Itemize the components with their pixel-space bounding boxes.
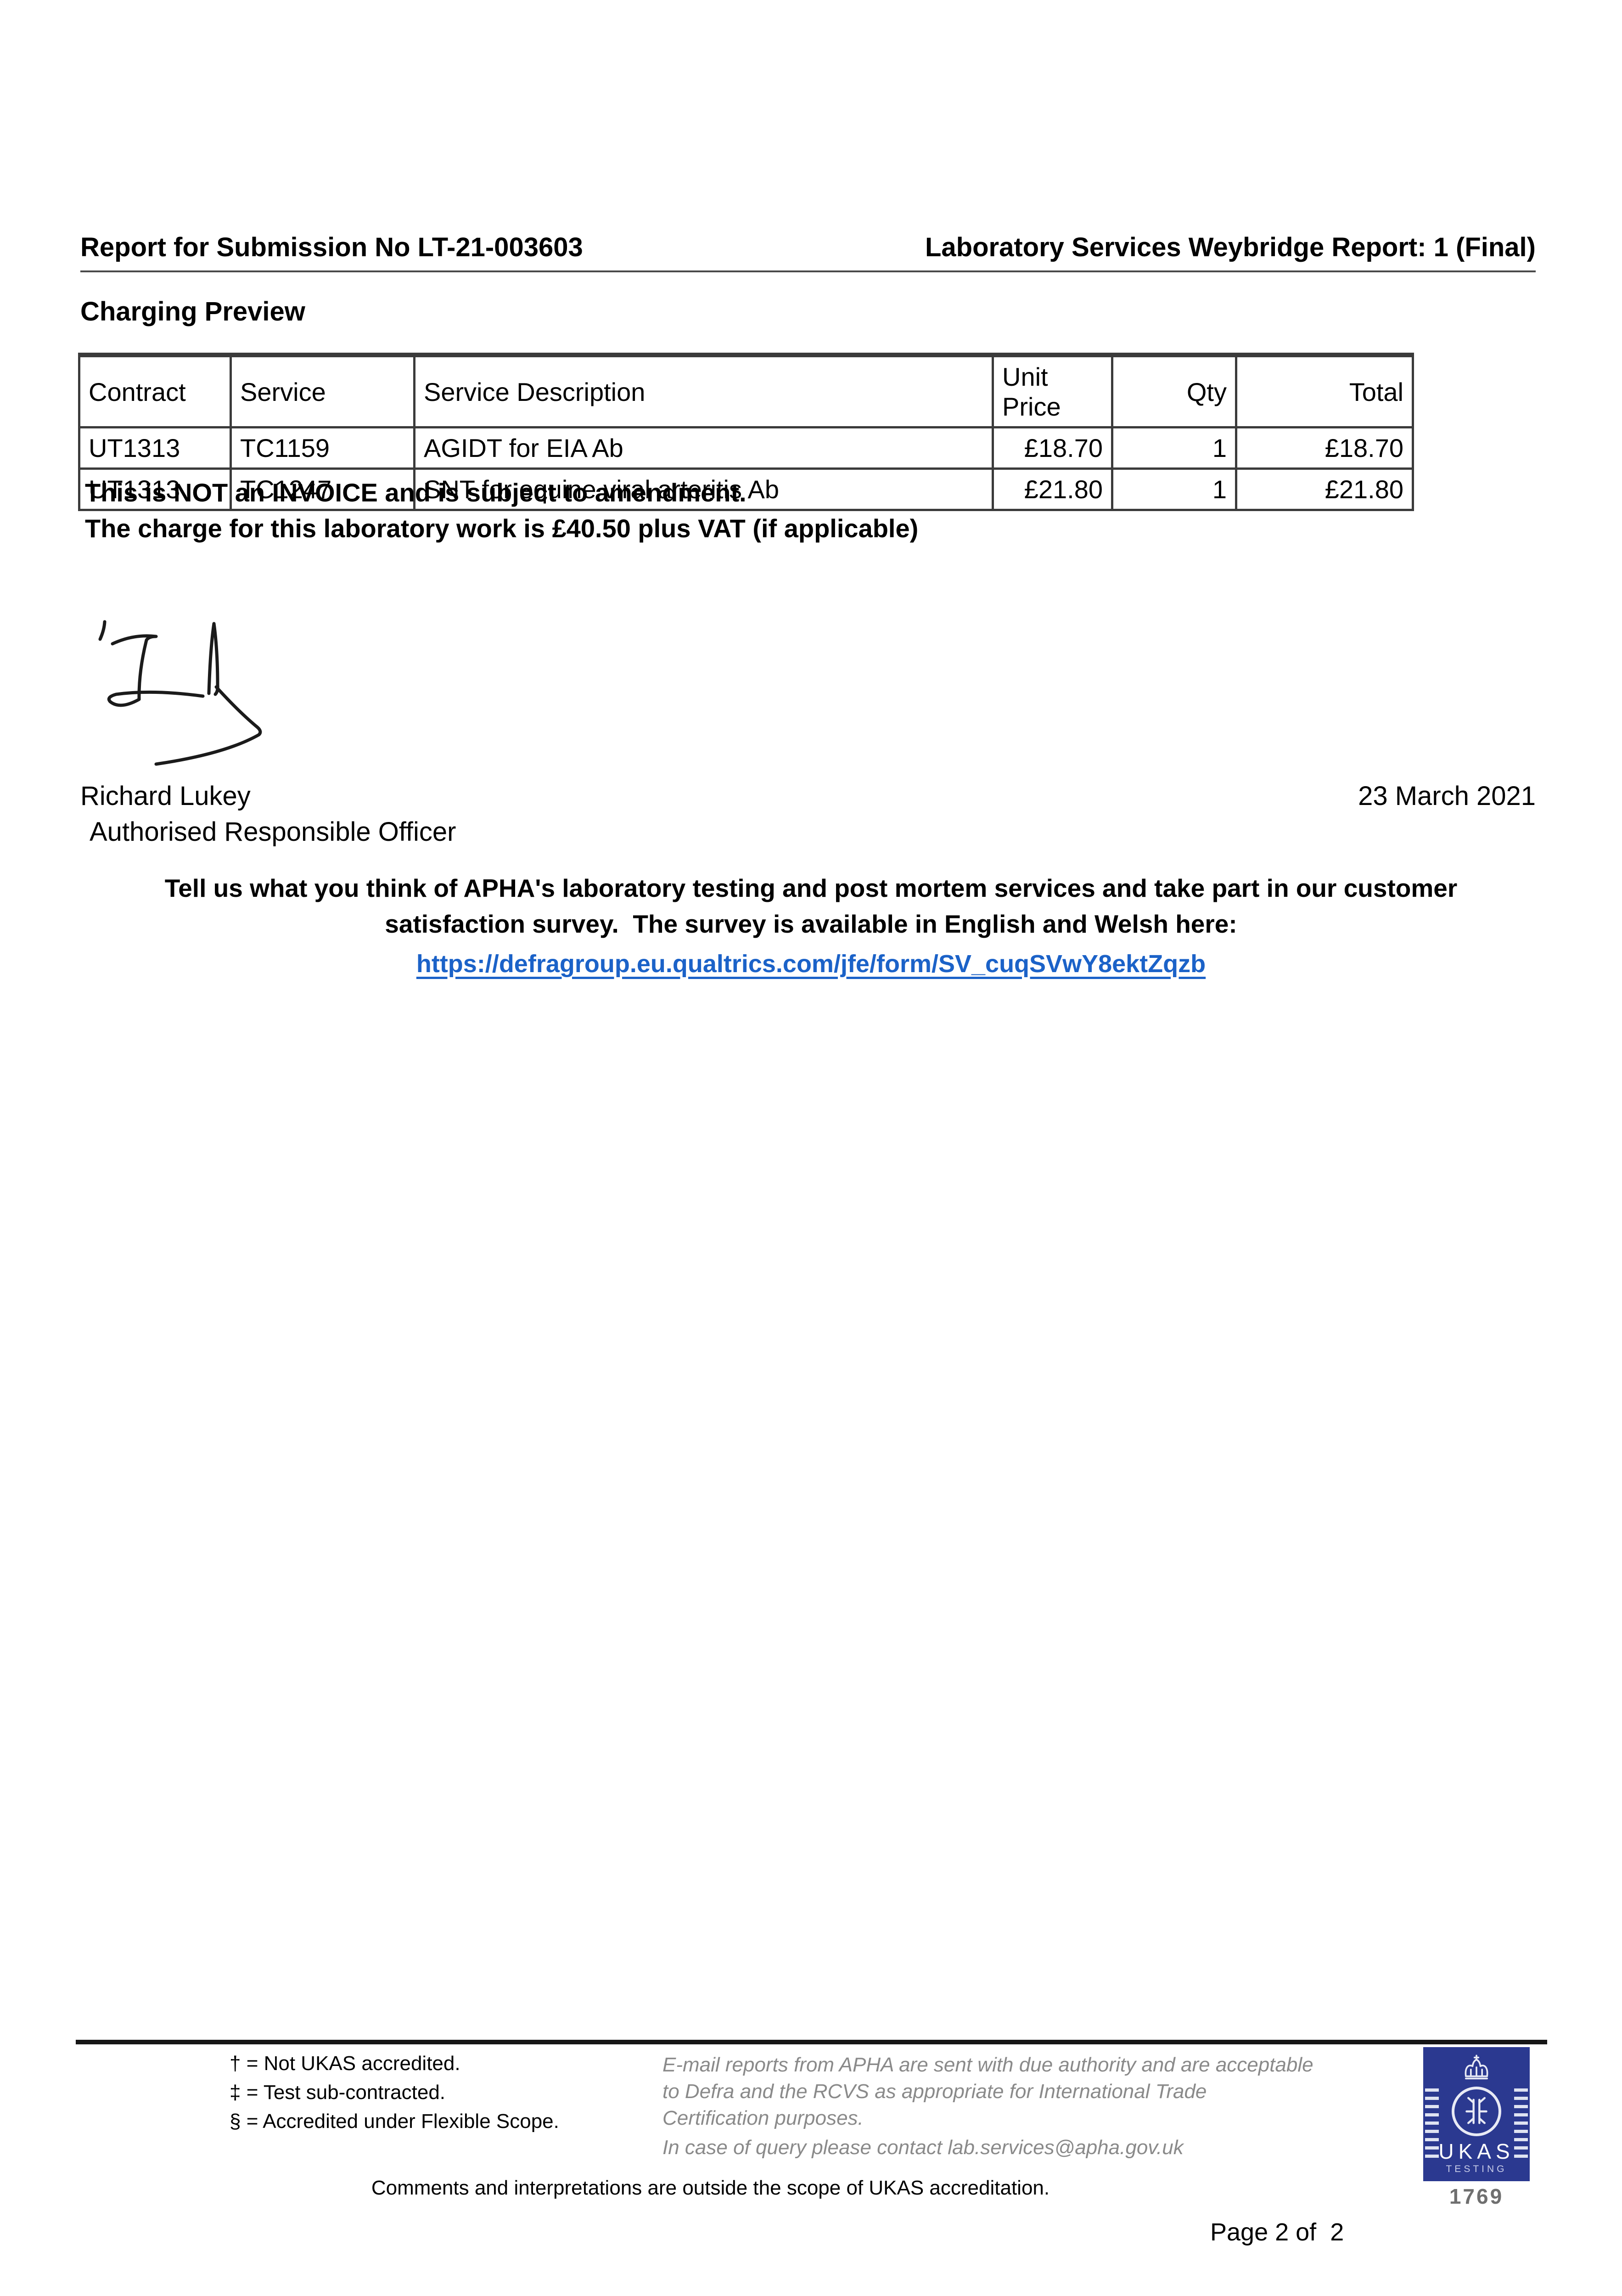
table-row: UT1313 TC1159 AGIDT for EIA Ab £18.70 1 … bbox=[78, 426, 1414, 470]
email-disclaimer: E-mail reports from APHA are sent with d… bbox=[662, 2054, 1313, 2129]
ukas-logo: UKAS TESTING bbox=[1423, 2047, 1530, 2181]
officer-name: Richard Lukey bbox=[80, 781, 251, 811]
footer-divider bbox=[76, 2040, 1547, 2044]
submission-title: Report for Submission No LT-21-003603 bbox=[80, 232, 583, 262]
note-subcontracted: ‡ = Test sub-contracted. bbox=[230, 2081, 446, 2104]
ukas-right-ticks bbox=[1514, 2088, 1528, 2162]
ukas-accreditation-number: 1769 bbox=[1449, 2184, 1504, 2208]
col-header-contract: Contract bbox=[78, 354, 232, 428]
table-header-row: Contract Service Service Description Uni… bbox=[78, 354, 1414, 428]
cell-contract: UT1313 bbox=[78, 467, 232, 511]
query-contact: In case of query please contact lab.serv… bbox=[662, 2136, 1184, 2159]
col-header-total: Total bbox=[1235, 354, 1414, 428]
ukas-left-ticks bbox=[1425, 2088, 1439, 2162]
col-header-unit-price: Unit Price bbox=[992, 354, 1113, 428]
cell-service: TC1247 bbox=[230, 467, 415, 511]
officer-role: Authorised Responsible Officer bbox=[90, 817, 456, 847]
lab-services-title: Laboratory Services Weybridge Report: 1 … bbox=[925, 232, 1536, 262]
header-divider bbox=[80, 270, 1536, 272]
survey-text-line1: Tell us what you think of APHA's laborat… bbox=[164, 874, 1458, 902]
cell-total: £21.80 bbox=[1235, 467, 1414, 511]
cell-total: £18.70 bbox=[1235, 426, 1414, 470]
note-not-ukas: † = Not UKAS accredited. bbox=[230, 2052, 460, 2075]
col-header-qty: Qty bbox=[1111, 354, 1237, 428]
cell-qty: 1 bbox=[1111, 467, 1237, 511]
page-header: Report for Submission No LT-21-003603 La… bbox=[80, 232, 1536, 263]
ukas-subtitle: TESTING bbox=[1446, 2164, 1507, 2174]
comments-disclaimer: Comments and interpretations are outside… bbox=[371, 2177, 1050, 2199]
cell-unit-price: £18.70 bbox=[992, 426, 1113, 470]
table-row: UT1313 TC1247 SNT for equine viral arter… bbox=[78, 467, 1414, 511]
note-flexible-scope: § = Accredited under Flexible Scope. bbox=[230, 2110, 559, 2133]
survey-link[interactable]: https://defragroup.eu.qualtrics.com/jfe/… bbox=[416, 950, 1206, 978]
report-date: 23 March 2021 bbox=[1358, 781, 1536, 811]
survey-text-line2: satisfaction survey. The survey is avail… bbox=[385, 910, 1237, 938]
cell-service-description: SNT for equine viral arteritis Ab bbox=[413, 467, 994, 511]
cell-service: TC1159 bbox=[230, 426, 415, 470]
charging-preview-title: Charging Preview bbox=[80, 297, 305, 326]
cell-unit-price: £21.80 bbox=[992, 467, 1113, 511]
ukas-symbol-icon bbox=[1465, 2097, 1487, 2124]
page-number: Page 2 of 2 bbox=[1210, 2218, 1344, 2246]
signoff-row: Richard Lukey 23 March 2021 bbox=[80, 781, 1536, 811]
ukas-circle bbox=[1452, 2087, 1501, 2136]
accreditation-notes: † = Not UKAS accredited. ‡ = Test sub-co… bbox=[230, 2049, 559, 2136]
cell-qty: 1 bbox=[1111, 426, 1237, 470]
signature-image bbox=[98, 620, 262, 766]
cell-service-description: AGIDT for EIA Ab bbox=[413, 426, 994, 470]
col-header-service-description: Service Description bbox=[413, 354, 994, 428]
col-header-service: Service bbox=[230, 354, 415, 428]
charge-total-notice: The charge for this laboratory work is £… bbox=[85, 514, 919, 543]
cell-contract: UT1313 bbox=[78, 426, 232, 470]
not-invoice-notice: This is NOT an INVOICE and is subject to… bbox=[85, 478, 746, 507]
crown-icon bbox=[1465, 2054, 1488, 2080]
survey-link-row: https://defragroup.eu.qualtrics.com/jfe/… bbox=[0, 950, 1622, 978]
ukas-wordmark: UKAS bbox=[1438, 2139, 1515, 2163]
charging-table: Contract Service Service Description Uni… bbox=[78, 353, 1414, 511]
